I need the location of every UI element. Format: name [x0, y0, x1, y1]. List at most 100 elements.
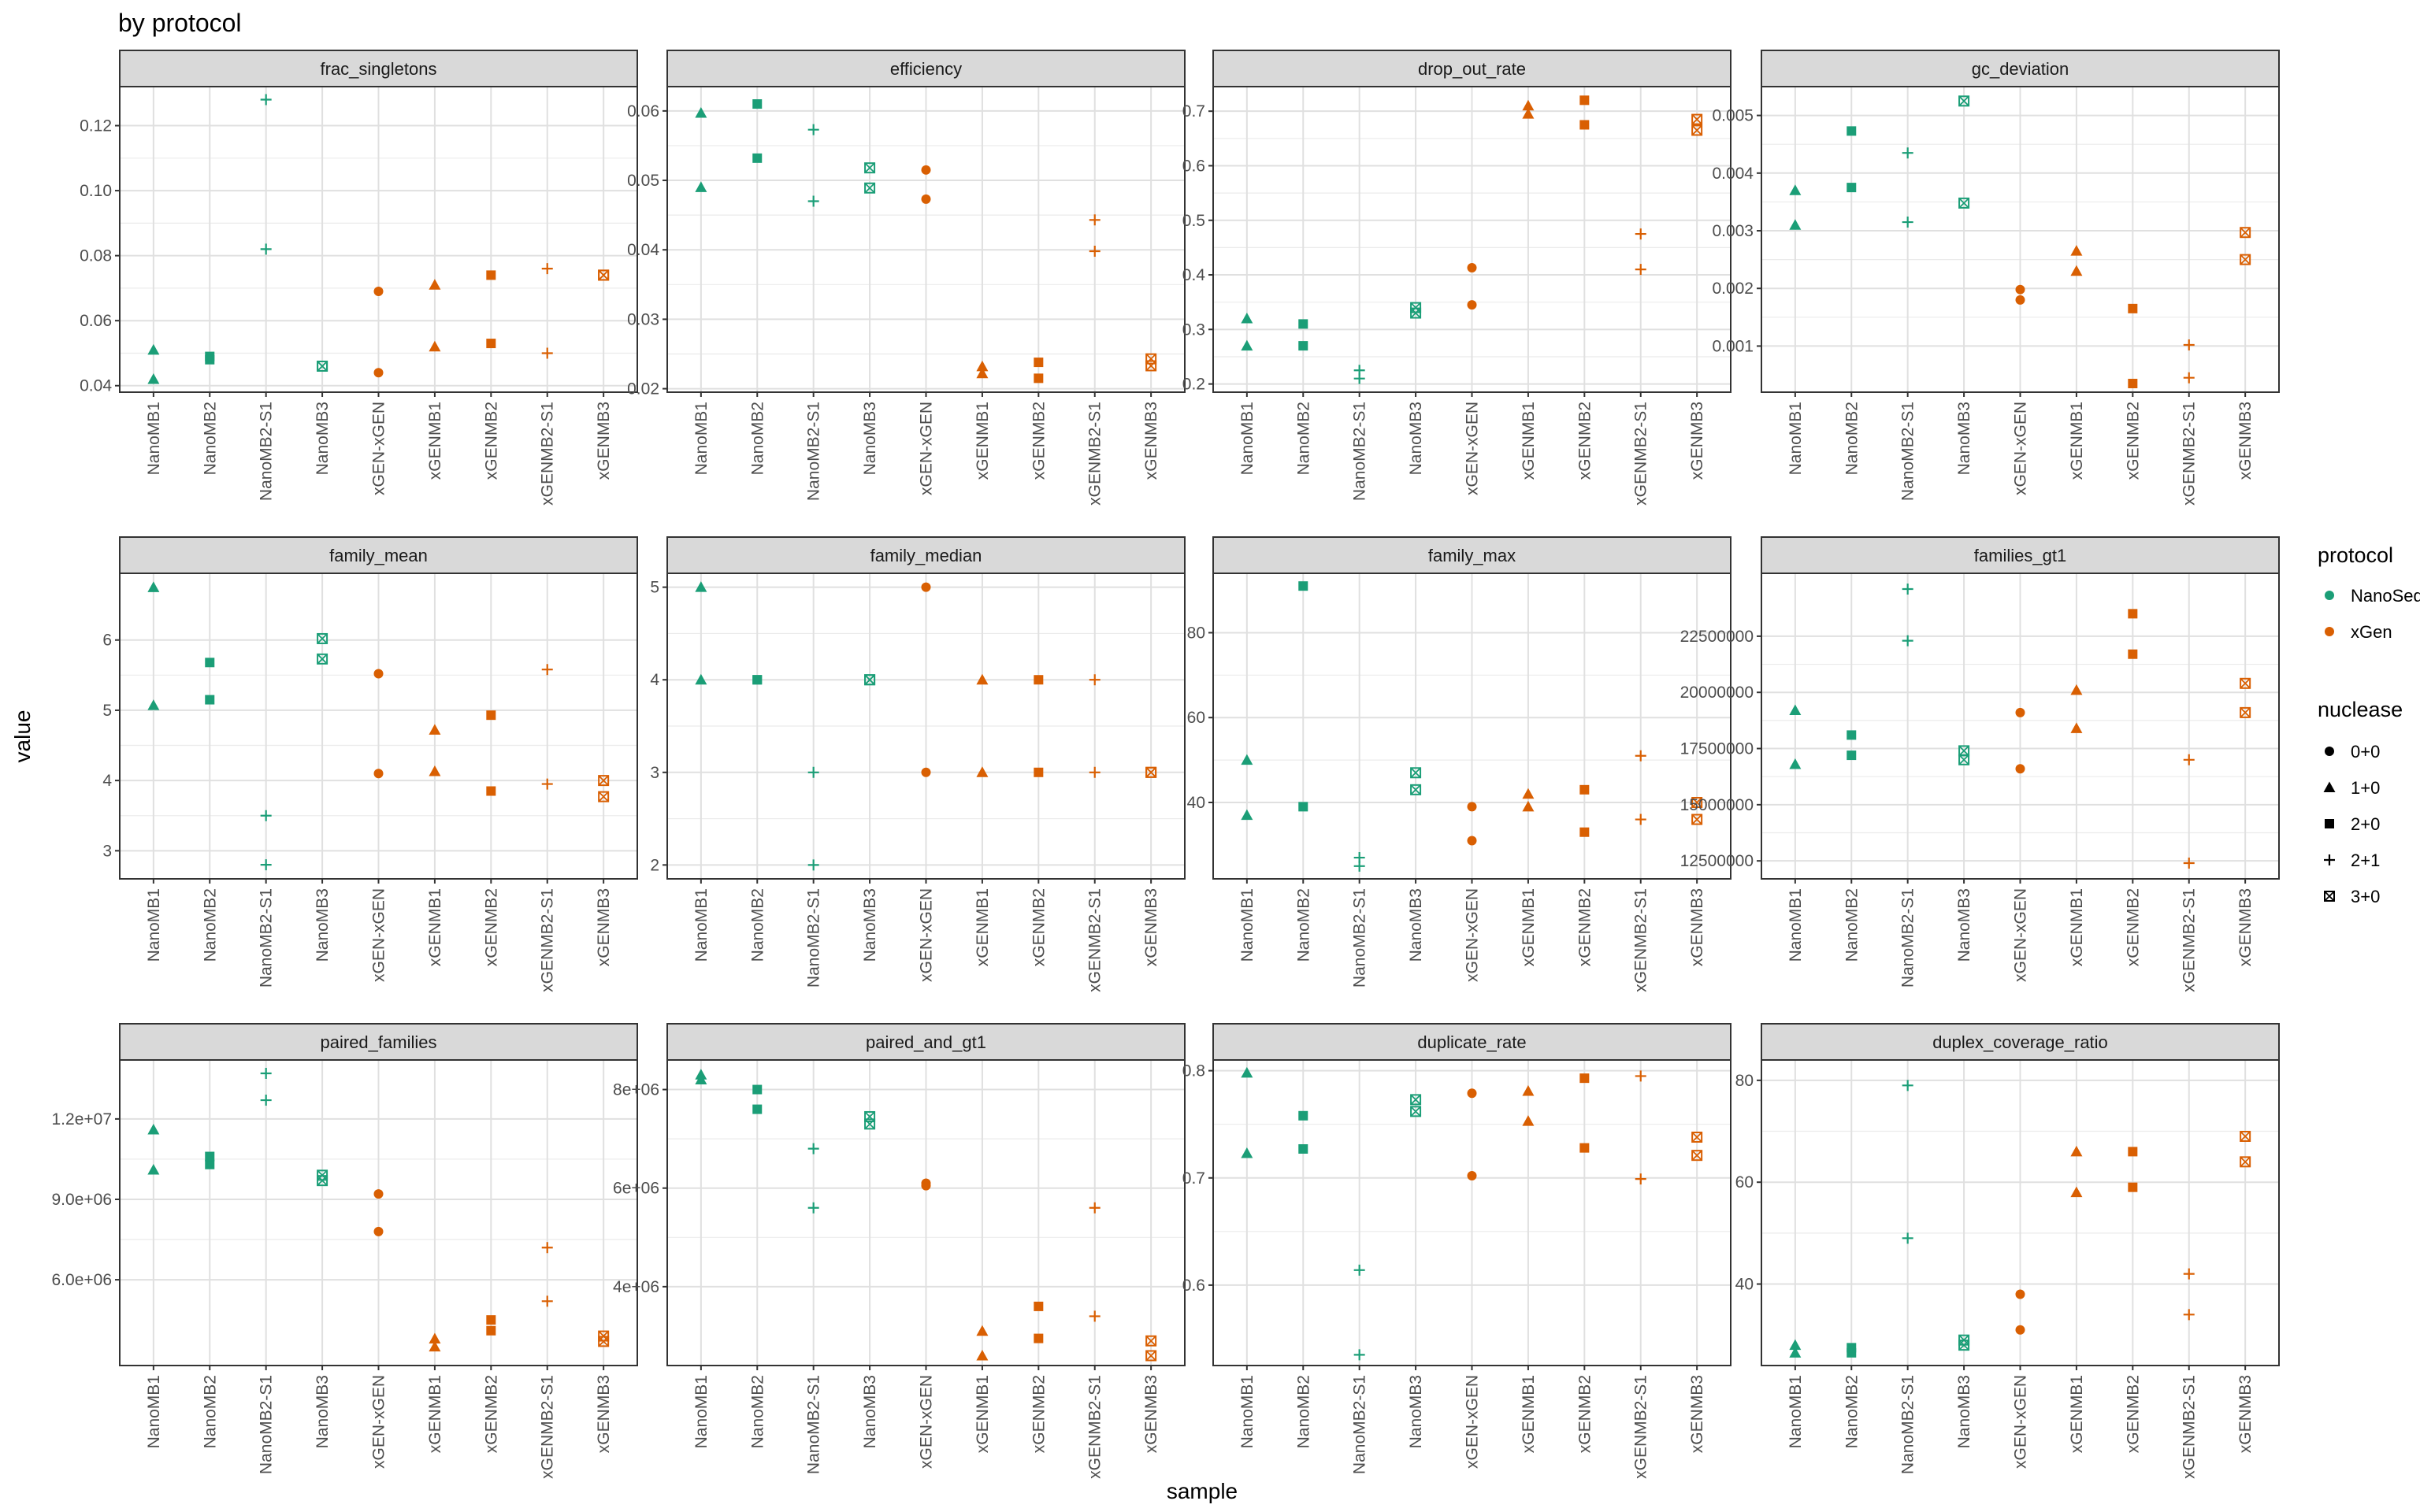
y-tick-label: 20000000 — [1680, 684, 1754, 702]
panel-border — [1761, 86, 2280, 393]
x-tick-label: NanoMB2-S1 — [805, 1375, 823, 1474]
facet-title: family_mean — [329, 546, 428, 565]
x-tick-label: xGENMB3 — [1688, 1375, 1706, 1453]
data-point — [2015, 1325, 2025, 1335]
data-point — [1847, 1343, 1857, 1353]
gridlines — [1213, 87, 1731, 392]
x-tick-label: xGENMB3 — [1688, 402, 1706, 480]
data-point — [1522, 1115, 1535, 1126]
data-point — [1241, 1066, 1253, 1078]
data-point — [976, 766, 989, 777]
data-point — [1522, 800, 1535, 812]
data-point — [147, 372, 160, 384]
y-tick-label: 0.003 — [1712, 222, 1754, 240]
data-point — [1467, 836, 1477, 846]
data-point — [1034, 767, 1044, 777]
x-tick-label: NanoMB1 — [145, 888, 163, 962]
x-tick-label: NanoMB1 — [1787, 1375, 1805, 1448]
y-tick-label: 0.002 — [1712, 280, 1754, 298]
x-tick-label: xGENMB1 — [1520, 888, 1538, 966]
data-point — [921, 165, 931, 175]
data-point — [1691, 124, 1703, 136]
y-tick-label: 0.5 — [1182, 212, 1205, 230]
x-tick-label: xGEN-xGEN — [918, 402, 936, 495]
x-tick-label: xGENMB3 — [2236, 402, 2255, 480]
data-point — [205, 351, 215, 361]
x-tick-label: NanoMB3 — [314, 888, 332, 962]
x-tick-label: NanoMB1 — [1787, 402, 1805, 475]
y-tick-label: 0.6 — [1182, 157, 1205, 175]
x-tick-label: NanoMB2-S1 — [1351, 888, 1369, 988]
data-point — [1089, 214, 1101, 226]
data-point — [695, 107, 707, 118]
data-point — [695, 1069, 707, 1080]
y-tick-label: 17500000 — [1680, 740, 1754, 758]
data-point — [2015, 1289, 2025, 1299]
x-tick-label: xGENMB2-S1 — [1632, 888, 1650, 992]
x-tick-label: NanoMB3 — [314, 402, 332, 475]
panel-border — [119, 1059, 638, 1366]
data-point — [1467, 1171, 1477, 1181]
y-tick-label: 3 — [102, 842, 112, 860]
data-point — [1089, 245, 1101, 257]
facet-title: duplicate_rate — [1417, 1032, 1526, 1052]
y-tick-label: 60 — [1735, 1173, 1754, 1191]
data-point — [1579, 827, 1590, 837]
x-tick-label: NanoMB2 — [1294, 888, 1312, 962]
data-point — [1635, 1173, 1646, 1185]
data-point — [1579, 1143, 1590, 1153]
facet-title: drop_out_rate — [1418, 59, 1526, 79]
gridlines — [1213, 1060, 1731, 1366]
x-tick-label: xGEN-xGEN — [370, 1375, 388, 1469]
x-tick-label: NanoMB2 — [201, 888, 219, 962]
data-point — [1410, 784, 1422, 795]
data-point — [1353, 365, 1365, 376]
data-point — [1789, 1339, 1802, 1351]
data-point — [317, 653, 328, 665]
data-point — [373, 287, 384, 297]
data-point — [598, 791, 610, 802]
data-point — [2240, 1131, 2251, 1142]
data-point — [1958, 1334, 1970, 1346]
y-tick-label: 15000000 — [1680, 796, 1754, 814]
y-tick-label: 60 — [1187, 709, 1205, 727]
data-point — [1353, 1264, 1365, 1276]
data-point — [373, 1189, 384, 1199]
data-point — [976, 1349, 989, 1361]
legend: protocol NanoSeq xGen nuclease 0+0 1+0 2+0 2+1 3… — [2318, 543, 2420, 906]
y-tick-label: 0.3 — [1182, 321, 1205, 339]
x-tick-label: NanoMB2-S1 — [1899, 1375, 1917, 1474]
data-point — [1958, 197, 1970, 209]
data-point — [541, 347, 553, 359]
data-point — [429, 279, 441, 290]
data-point — [2015, 295, 2025, 305]
data-point — [752, 1104, 763, 1114]
gridlines — [667, 87, 1185, 392]
data-point — [1353, 1349, 1365, 1361]
facet-title: duplex_coverage_ratio — [1932, 1032, 2108, 1052]
data-point — [486, 786, 496, 796]
data-point — [373, 368, 384, 378]
x-tick-label: xGEN-xGEN — [2012, 402, 2030, 495]
y-tick-label: 0.7 — [1182, 1169, 1205, 1188]
data-point — [1034, 1333, 1044, 1343]
data-point — [317, 1169, 328, 1181]
data-point — [147, 1123, 160, 1135]
x-tick-label: xGENMB2 — [2124, 888, 2142, 966]
y-tick-label: 5 — [102, 702, 112, 720]
data-point — [2070, 1145, 2083, 1157]
x-tick-label: xGENMB2 — [1576, 888, 1594, 966]
y-tick-label: 0.06 — [80, 312, 112, 330]
data-point — [864, 1110, 876, 1122]
data-point — [1241, 312, 1253, 324]
x-tick-label: NanoMB2-S1 — [1351, 1375, 1369, 1474]
x-tick-label: NanoMB2-S1 — [1899, 402, 1917, 501]
y-tick-label: 0.10 — [80, 182, 112, 200]
x-tick-label: xGENMB1 — [2068, 402, 2086, 480]
panel-border — [1761, 1059, 2280, 1366]
x-tick-label: xGENMB3 — [595, 402, 613, 480]
x-tick-label: xGENMB2 — [482, 888, 500, 966]
x-tick-label: NanoMB2 — [1294, 402, 1312, 475]
x-tick-label: xGENMB1 — [426, 402, 444, 480]
